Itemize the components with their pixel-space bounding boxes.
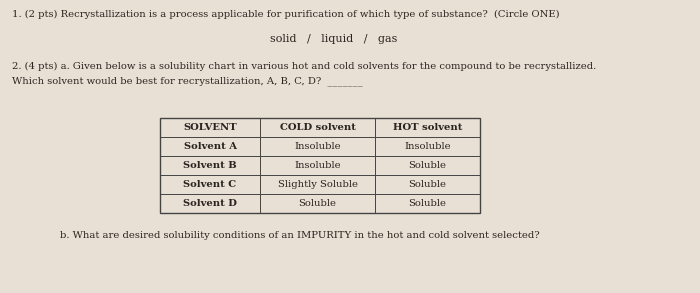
- Text: Insoluble: Insoluble: [404, 142, 451, 151]
- Text: Solvent B: Solvent B: [183, 161, 237, 170]
- Text: Solvent A: Solvent A: [183, 142, 237, 151]
- Text: Soluble: Soluble: [409, 180, 447, 189]
- Text: COLD solvent: COLD solvent: [279, 123, 356, 132]
- Text: Solvent D: Solvent D: [183, 199, 237, 208]
- Text: Insoluble: Insoluble: [294, 161, 341, 170]
- Text: Soluble: Soluble: [409, 161, 447, 170]
- Text: Slightly Soluble: Slightly Soluble: [277, 180, 358, 189]
- Text: Insoluble: Insoluble: [294, 142, 341, 151]
- Text: HOT solvent: HOT solvent: [393, 123, 462, 132]
- Text: SOLVENT: SOLVENT: [183, 123, 237, 132]
- Bar: [160, 118, 480, 213]
- Text: Soluble: Soluble: [409, 199, 447, 208]
- Text: Soluble: Soluble: [298, 199, 337, 208]
- Text: 1. (2 pts) Recrystallization is a process applicable for purification of which t: 1. (2 pts) Recrystallization is a proces…: [12, 10, 559, 19]
- Text: solid   /   liquid   /   gas: solid / liquid / gas: [270, 34, 398, 44]
- Text: b. What are desired solubility conditions of an IMPURITY in the hot and cold sol: b. What are desired solubility condition…: [60, 231, 540, 240]
- Text: Which solvent would be best for recrystallization, A, B, C, D?  _______: Which solvent would be best for recrysta…: [12, 76, 363, 86]
- Text: 2. (4 pts) a. Given below is a solubility chart in various hot and cold solvents: 2. (4 pts) a. Given below is a solubilit…: [12, 62, 596, 71]
- Text: Solvent C: Solvent C: [183, 180, 237, 189]
